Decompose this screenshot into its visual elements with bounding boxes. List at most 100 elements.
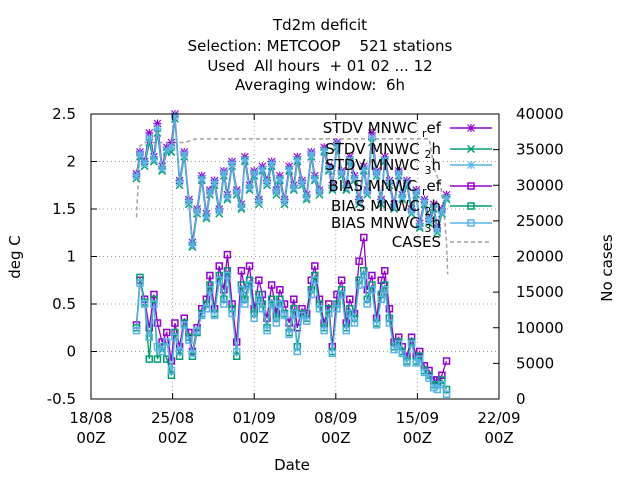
- data-point: [240, 155, 249, 164]
- data-point: [275, 174, 284, 183]
- data-point: [232, 347, 241, 356]
- legend-label-suffix: h: [431, 140, 441, 158]
- data-point: [438, 381, 446, 389]
- x-tick-label: 08/09 00Z: [314, 409, 357, 447]
- legend-label: STDV MNWC 2h: [325, 140, 441, 161]
- x-axis-label: Date: [274, 456, 310, 474]
- data-point: [158, 347, 166, 356]
- y2-tick-label: 30000: [516, 176, 564, 194]
- legend-label-suffix: h: [431, 156, 441, 174]
- data-point: [150, 295, 158, 303]
- data-point: [381, 286, 389, 294]
- x-tick-label: 15/09 00Z: [396, 409, 439, 447]
- x-tick-label-line: 15/09: [396, 409, 439, 427]
- x-tick-label-line: 01/09: [233, 409, 276, 427]
- legend-label-suffix: h: [431, 197, 441, 215]
- series-cases: [135, 138, 449, 275]
- data-point: [425, 366, 433, 375]
- y2-tick-label: 0: [516, 390, 526, 408]
- data-point: [394, 340, 403, 348]
- data-point: [412, 187, 421, 196]
- data-point: [232, 352, 241, 360]
- data-point: [368, 271, 376, 280]
- data-point: [390, 203, 399, 212]
- data-point: [290, 305, 298, 313]
- data-point: [206, 281, 214, 289]
- series-stdv-mnwc-3h: [132, 111, 451, 250]
- data-point: [175, 347, 184, 356]
- data-point: [145, 133, 154, 142]
- data-point: [280, 311, 289, 320]
- data-point: [228, 159, 237, 168]
- data-point: [420, 197, 429, 206]
- x-tick-label-line: 18/08: [69, 409, 112, 427]
- data-point: [153, 355, 162, 363]
- legend-label-main: BIAS MNWC: [331, 197, 425, 215]
- data-point: [276, 300, 284, 308]
- data-point: [311, 276, 319, 284]
- legend-label: CASES: [392, 233, 441, 251]
- data-point: [245, 262, 254, 270]
- legend-label-main: STDV MNWC: [325, 140, 424, 158]
- data-point: [415, 355, 424, 363]
- data-point: [197, 311, 206, 320]
- legend-label-main: BIAS MNWC: [331, 214, 425, 232]
- data-point: [381, 281, 389, 289]
- data-point: [394, 168, 403, 177]
- y-tick-label: 0.5: [52, 295, 76, 313]
- data-point: [136, 279, 144, 287]
- data-point: [171, 333, 179, 341]
- data-point: [202, 305, 211, 313]
- data-point: [241, 300, 249, 308]
- data-point: [420, 368, 429, 377]
- data-point: [342, 184, 351, 193]
- data-point: [425, 216, 434, 225]
- data-point: [158, 338, 166, 346]
- data-point: [467, 202, 475, 210]
- data-point: [153, 343, 162, 351]
- data-point: [337, 168, 346, 177]
- data-point: [311, 271, 319, 280]
- data-point: [162, 146, 171, 155]
- data-point: [293, 155, 302, 164]
- data-point: [368, 286, 376, 294]
- y-tick-label: 2: [66, 153, 76, 171]
- data-point: [180, 149, 189, 158]
- data-point: [398, 193, 407, 202]
- x-tick-label-line: 00Z: [158, 429, 187, 447]
- data-point: [363, 300, 372, 308]
- data-point: [170, 111, 179, 120]
- data-point: [163, 328, 171, 337]
- series-bias-mnwc-2h: [132, 267, 451, 394]
- data-point: [153, 124, 162, 133]
- y2-tick-label: 40000: [516, 105, 564, 123]
- data-point: [372, 321, 381, 329]
- data-point: [267, 295, 276, 303]
- data-point: [290, 309, 298, 318]
- data-point: [385, 319, 394, 327]
- data-point: [140, 159, 149, 168]
- data-point: [180, 321, 189, 329]
- x-tick-label: 22/09 00Z: [477, 409, 520, 447]
- data-point: [324, 165, 333, 174]
- data-point: [237, 281, 246, 289]
- series-layer: [132, 110, 451, 398]
- data-point: [380, 155, 389, 164]
- data-point: [320, 326, 328, 335]
- data-point: [337, 276, 346, 284]
- data-point: [337, 290, 346, 299]
- data-point: [385, 178, 394, 187]
- y-axis-label: deg C: [6, 235, 24, 279]
- data-point: [360, 233, 368, 242]
- data-point: [153, 319, 162, 327]
- x-tick-label-line: 22/09: [477, 409, 520, 427]
- data-point: [145, 355, 154, 363]
- data-point: [237, 203, 246, 212]
- data-point: [245, 184, 254, 193]
- x-tick-label-line: 00Z: [76, 429, 105, 447]
- data-point: [215, 271, 223, 280]
- legend-label-sub: 3: [424, 164, 431, 177]
- data-point: [250, 168, 259, 177]
- x-tick-label: 18/08 00Z: [69, 409, 112, 447]
- chart-title-line-3: Used All hours + 01 02 ... 12: [207, 57, 433, 75]
